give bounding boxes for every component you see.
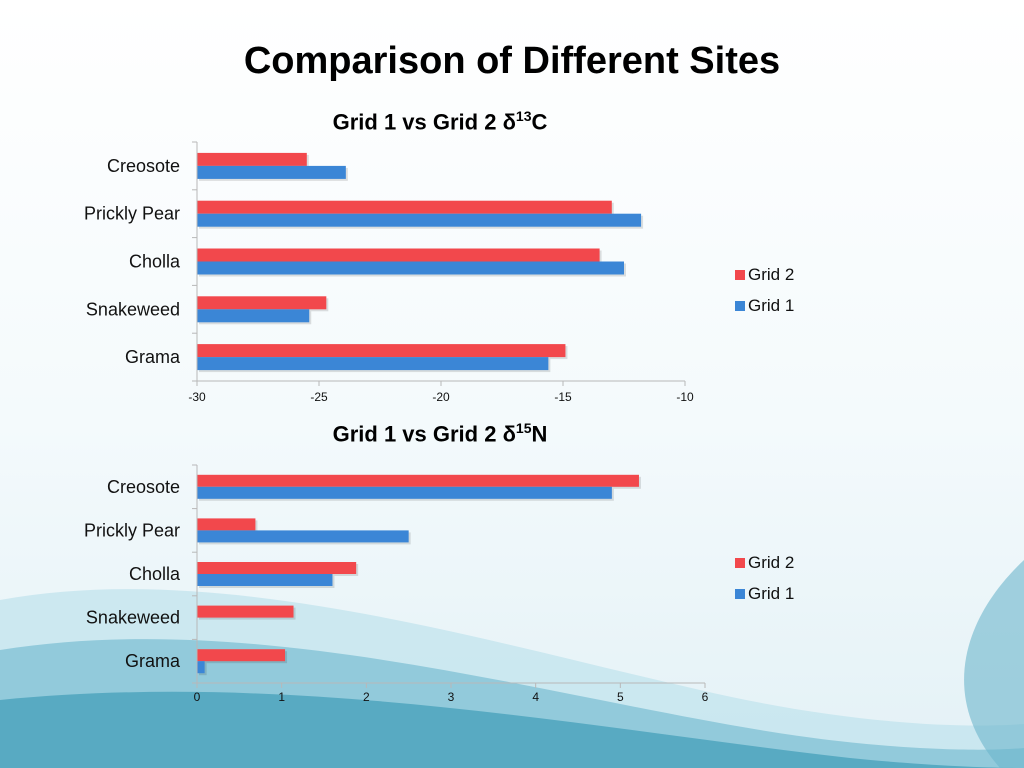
chart-title-text: Grid 1 vs Grid 2 [332, 421, 503, 447]
bar-grid1-snakeweed [197, 309, 310, 323]
category-label: Creosote [107, 156, 180, 176]
bar-grid2-cholla [197, 248, 600, 262]
bar-grid2-prickly-pear [197, 518, 256, 531]
bar-grid2-cholla [197, 562, 357, 574]
slide-title: Comparison of Different Sites [243, 40, 781, 82]
bar-grid1-prickly-pear [197, 530, 409, 543]
isotope-element: C [531, 109, 548, 135]
legend-label-grid2: Grid 2 [748, 265, 794, 284]
x-tick-label: 0 [194, 690, 201, 704]
x-tick-label: -10 [676, 390, 694, 404]
bar-grid1-grama [197, 661, 205, 674]
x-tick-label: 1 [278, 690, 285, 704]
bar-grid2-snakeweed [197, 605, 294, 618]
bar-grid2-creosote [197, 152, 307, 166]
chart-title-d13c: Grid 1 vs Grid 2 δ13C [190, 108, 690, 135]
bar-grid1-creosote [197, 165, 346, 179]
legend-label-grid1: Grid 1 [748, 296, 794, 315]
category-label: Cholla [129, 252, 181, 272]
bar-grid2-grama [197, 649, 286, 662]
isotope-element: N [531, 421, 548, 447]
category-label: Prickly Pear [84, 204, 180, 224]
bar-grid1-grama [197, 357, 549, 371]
wave-right [964, 560, 1024, 768]
bar-grid2-prickly-pear [197, 200, 612, 214]
legend-label-grid2: Grid 2 [748, 553, 794, 572]
isotope-superscript: 15 [515, 420, 532, 436]
legend-swatch-grid1 [735, 301, 745, 311]
category-label: Grama [125, 651, 181, 671]
x-tick-label: 6 [702, 690, 709, 704]
category-label: Prickly Pear [84, 520, 180, 540]
x-tick-label: 2 [363, 690, 370, 704]
x-tick-label: -30 [188, 390, 206, 404]
category-label: Cholla [129, 564, 181, 584]
bar-grid1-cholla [197, 574, 333, 586]
category-label: Snakeweed [86, 608, 180, 628]
legend-swatch-grid2 [735, 558, 745, 568]
wave-dark [0, 691, 1024, 768]
delta-symbol: δ [502, 421, 516, 447]
x-tick-label: 4 [532, 690, 539, 704]
x-tick-label: 5 [617, 690, 624, 704]
x-tick-label: 3 [448, 690, 455, 704]
category-label: Grama [125, 347, 181, 367]
x-tick-label: -25 [310, 390, 328, 404]
chart-title-text: Grid 1 vs Grid 2 [332, 109, 503, 135]
chart-title-d15n: Grid 1 vs Grid 2 δ15N [190, 420, 690, 447]
x-tick-label: -20 [432, 390, 450, 404]
bar-grid2-snakeweed [197, 296, 327, 310]
legend-swatch-grid1 [735, 589, 745, 599]
bar-grid1-prickly-pear [197, 213, 642, 227]
chart-d13c: Creosote Prickly Pear Cholla Snakeweed Grama… [84, 141, 794, 404]
category-label: Snakeweed [86, 299, 180, 319]
category-label: Creosote [107, 477, 180, 497]
legend-swatch-grid2 [735, 270, 745, 280]
delta-symbol: δ [502, 109, 516, 135]
bar-grid1-cholla [197, 261, 624, 275]
bar-grid2-creosote [197, 474, 639, 487]
bar-grid1-creosote [197, 486, 612, 499]
isotope-superscript: 13 [515, 108, 532, 124]
bar-grid2-grama [197, 344, 566, 358]
chart-d15n: Creosote Prickly Pear Cholla Snakeweed Grama… [84, 464, 794, 704]
x-tick-label: -15 [554, 390, 572, 404]
legend-label-grid1: Grid 1 [748, 584, 794, 603]
